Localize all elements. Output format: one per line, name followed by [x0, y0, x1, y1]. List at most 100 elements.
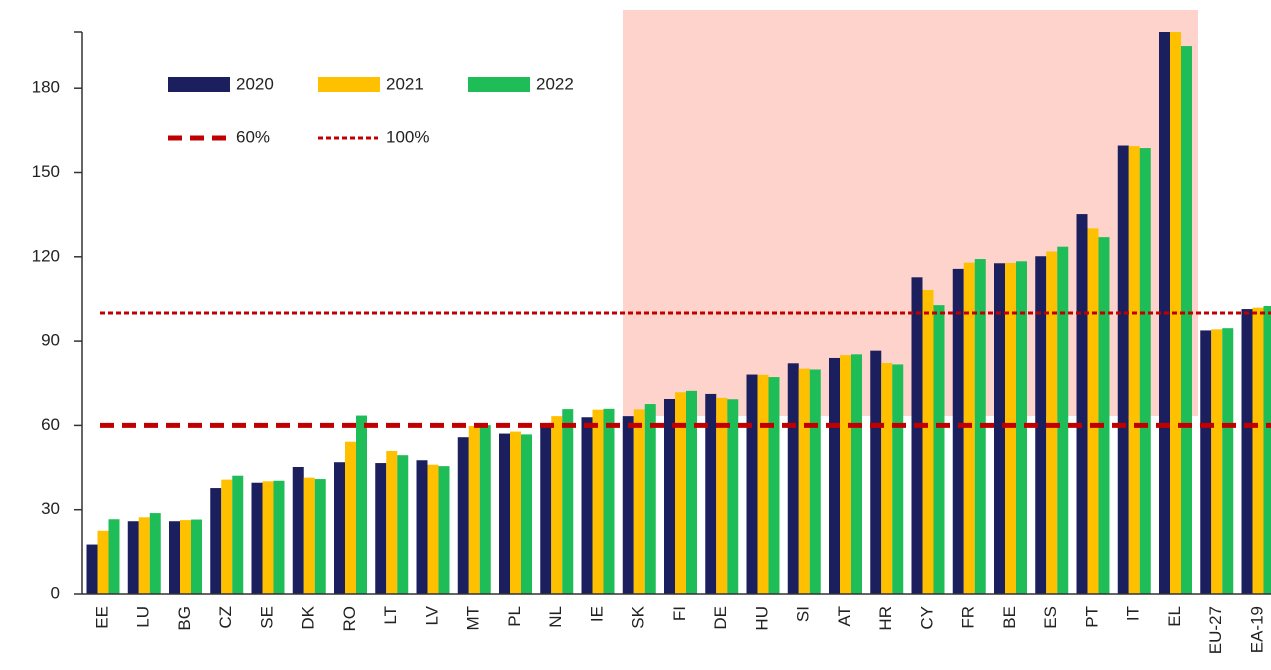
legend-swatch: [168, 77, 230, 92]
bar: [521, 434, 532, 594]
legend-label: 2020: [236, 74, 274, 93]
bar: [86, 544, 98, 594]
bar: [1200, 330, 1212, 594]
bar: [97, 530, 109, 594]
bar: [427, 464, 439, 594]
y-tick-label: 0: [51, 583, 60, 602]
bar: [292, 466, 304, 594]
x-tick-label: FI: [670, 606, 689, 621]
x-tick-label: FR: [959, 606, 978, 629]
bar: [562, 409, 574, 594]
bar: [314, 479, 326, 594]
bar: [581, 417, 593, 594]
bar: [510, 431, 521, 594]
bar: [963, 262, 975, 594]
bar: [716, 397, 728, 594]
bar: [303, 477, 315, 594]
bar: [1046, 251, 1058, 594]
bar: [870, 350, 882, 594]
bar: [356, 415, 367, 594]
bar: [551, 416, 563, 594]
x-tick-label: LV: [422, 605, 441, 625]
x-tick-label: SE: [257, 606, 276, 629]
bar: [840, 355, 851, 594]
y-tick-label: 60: [41, 415, 60, 434]
bar: [499, 433, 510, 594]
bar: [664, 398, 675, 594]
bar: [397, 455, 409, 594]
bar: [746, 374, 758, 594]
bar: [1087, 228, 1099, 594]
bar: [675, 392, 686, 594]
bar: [705, 393, 717, 594]
x-tick-label: BE: [1000, 606, 1019, 629]
bar: [994, 263, 1005, 594]
y-tick-label: 90: [41, 331, 60, 350]
x-tick-label: NL: [546, 606, 565, 628]
y-tick-label: 30: [41, 499, 60, 518]
bar: [334, 462, 345, 594]
bar: [1222, 328, 1234, 594]
bar: [933, 305, 945, 594]
x-tick-label: LT: [381, 606, 400, 625]
x-tick-label: HR: [876, 606, 895, 631]
bar: [787, 363, 799, 594]
bar: [768, 377, 780, 594]
bar: [622, 416, 634, 594]
legend-swatch: [318, 77, 380, 92]
bar: [1016, 261, 1027, 594]
bar: [232, 475, 244, 594]
bar: [1117, 145, 1129, 595]
x-tick-label: DK: [299, 605, 318, 629]
bar: [757, 374, 769, 594]
bar: [345, 441, 356, 594]
bar: [1211, 329, 1223, 594]
bar: [438, 466, 450, 594]
bar: [851, 354, 862, 594]
x-tick-label: RO: [340, 606, 359, 632]
bar: [1035, 256, 1047, 594]
bar: [644, 404, 656, 594]
bar: [1057, 246, 1069, 594]
bar: [221, 479, 233, 594]
y-tick-label: 150: [32, 162, 60, 181]
bar: [191, 519, 202, 594]
x-tick-label: SI: [794, 606, 813, 622]
legend-label: 60%: [236, 127, 270, 146]
x-tick-label: DE: [711, 606, 730, 630]
bar: [149, 513, 161, 594]
bar: [127, 521, 139, 594]
x-tick-label: EE: [92, 606, 111, 629]
bar: [727, 399, 739, 594]
bar: [911, 277, 923, 594]
bar: [603, 408, 615, 594]
bar: [108, 519, 120, 594]
bar: [881, 363, 893, 594]
x-tick-label: CZ: [216, 606, 235, 629]
bar: [416, 460, 428, 594]
bar: [457, 437, 469, 594]
x-tick-label: IE: [587, 606, 606, 622]
x-tick-label: AT: [835, 606, 854, 626]
bar: [375, 463, 387, 594]
bar: [540, 425, 552, 594]
x-tick-label: IT: [1124, 606, 1143, 621]
bar: [251, 482, 263, 594]
x-tick-label: PT: [1082, 606, 1101, 628]
bar: [1252, 307, 1264, 594]
x-tick-label: CY: [917, 606, 936, 630]
bar: [633, 409, 645, 594]
y-tick-label: 180: [32, 78, 60, 97]
bar: [273, 480, 285, 594]
bar: [262, 481, 274, 594]
x-tick-label: ES: [1041, 606, 1060, 629]
legend-swatch: [468, 77, 530, 92]
x-tick-label: LU: [134, 606, 153, 628]
legend-label: 2021: [386, 74, 424, 93]
bar: [138, 517, 150, 594]
bar: [479, 425, 491, 594]
bar: [1076, 214, 1088, 594]
x-tick-label: EL: [1165, 606, 1184, 627]
x-tick-label: MT: [464, 606, 483, 631]
